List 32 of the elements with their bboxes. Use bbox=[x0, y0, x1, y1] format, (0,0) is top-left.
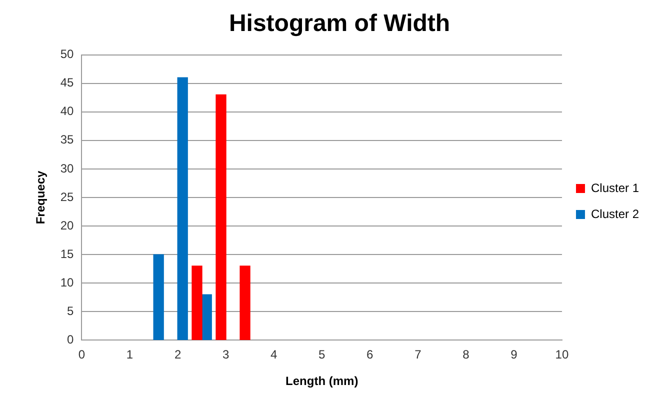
y-tick-label: 30 bbox=[60, 161, 74, 176]
y-tick-label: 40 bbox=[60, 104, 74, 118]
bar bbox=[240, 266, 250, 340]
bar bbox=[216, 94, 226, 340]
x-tick-label: 6 bbox=[366, 348, 374, 362]
x-tick-label: 10 bbox=[555, 348, 569, 362]
chart-title: Histogram of Width bbox=[228, 10, 450, 38]
bar bbox=[177, 77, 188, 340]
y-tick-label: 0 bbox=[67, 332, 74, 347]
bar bbox=[192, 266, 202, 340]
y-tick-label: 15 bbox=[60, 246, 74, 261]
y-tick-label: 10 bbox=[60, 275, 74, 290]
x-tick-label: 3 bbox=[222, 348, 230, 362]
y-tick-label: 45 bbox=[60, 76, 74, 90]
x-tick-label: 8 bbox=[462, 348, 470, 362]
x-tick-label: 0 bbox=[78, 348, 86, 362]
x-axis-title: Length (mm) bbox=[286, 374, 358, 388]
x-tick-label: 4 bbox=[270, 348, 278, 362]
y-axis-title: Frequecy bbox=[34, 170, 48, 224]
x-tick-label: 5 bbox=[318, 348, 326, 362]
y-tick-label: 50 bbox=[60, 47, 74, 62]
y-tick-label: 20 bbox=[60, 218, 74, 232]
legend-label: Cluster 2 bbox=[590, 206, 640, 221]
bar bbox=[153, 254, 164, 340]
y-tick-label: 35 bbox=[60, 132, 74, 147]
y-tick-label: 5 bbox=[67, 304, 74, 318]
x-tick-label: 2 bbox=[174, 348, 182, 362]
x-tick-label: 7 bbox=[414, 348, 422, 362]
y-tick-label: 25 bbox=[60, 190, 74, 204]
x-tick-label: 1 bbox=[126, 348, 134, 362]
legend-label: Cluster 1 bbox=[590, 180, 640, 195]
x-tick-label: 9 bbox=[510, 348, 518, 362]
